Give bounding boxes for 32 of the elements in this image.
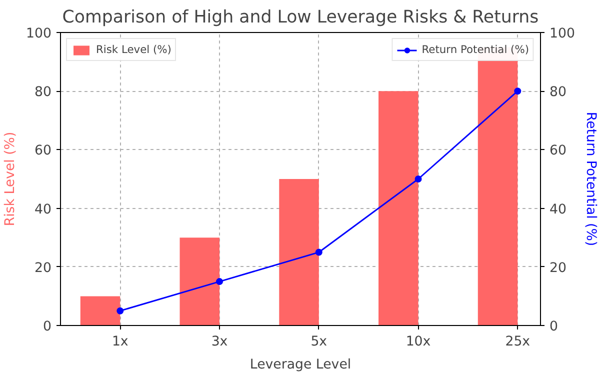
y-tick-label: 20 (34, 260, 52, 276)
y-tick-label: 80 (34, 85, 52, 100)
legend-label: Return Potential (%) (422, 43, 529, 56)
y2-tick-label: 80 (550, 85, 566, 100)
y2-tick-label: 0 (550, 320, 558, 334)
x-tick-label: 1x (112, 334, 128, 350)
y2-tick-label: 100 (550, 26, 575, 42)
y-tick-label: 60 (34, 144, 52, 159)
y-tick-label: 100 (26, 26, 52, 42)
point (116, 307, 124, 314)
bar (80, 296, 120, 326)
point (414, 176, 422, 182)
bar (180, 238, 220, 326)
y-tick-label: 0 (43, 320, 52, 334)
y2-tick-label: 40 (550, 202, 566, 218)
bar (279, 179, 319, 326)
legend-label: Risk Level (%) (96, 43, 172, 56)
x-tick-label: 25x (505, 334, 530, 350)
y2-tick-label: 20 (550, 260, 566, 276)
y2-axis-title: Return Potential (%) (582, 112, 598, 246)
y-axis-title: Risk Level (%) (3, 132, 18, 226)
point (514, 88, 522, 95)
x-tick-label: 10x (406, 334, 431, 350)
chart-title: Comparison of High and Low Leverage Risks & Returns (62, 8, 539, 28)
x-tick-label: 5x (310, 334, 328, 350)
x-tick-label: 3x (211, 334, 228, 350)
point (315, 248, 322, 256)
y2-tick-label: 60 (550, 144, 566, 159)
point (216, 278, 224, 286)
y-tick-label: 40 (34, 202, 52, 218)
x-axis-title: Leverage Level (250, 358, 352, 372)
bar (378, 91, 418, 326)
